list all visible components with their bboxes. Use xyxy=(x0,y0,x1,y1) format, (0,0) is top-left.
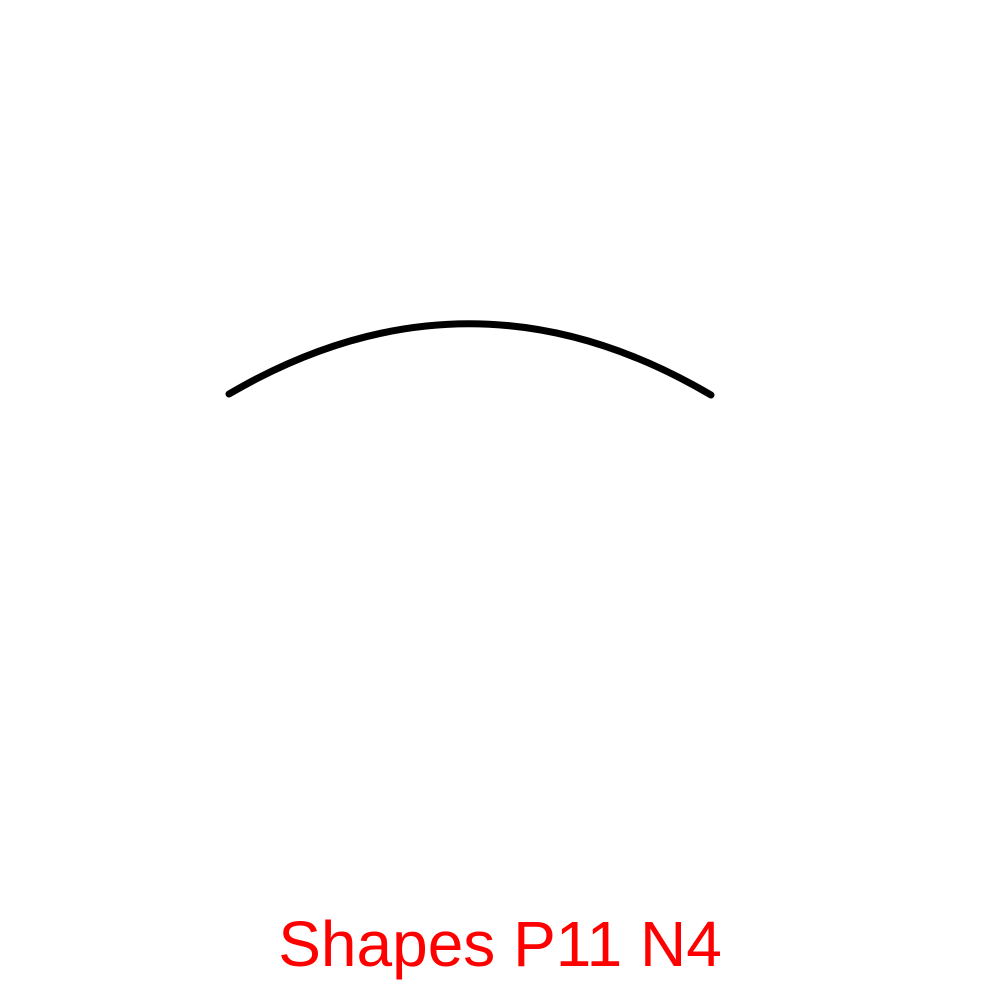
shape-caption: Shapes P11 N4 xyxy=(278,908,722,980)
arc-shape xyxy=(225,320,715,399)
